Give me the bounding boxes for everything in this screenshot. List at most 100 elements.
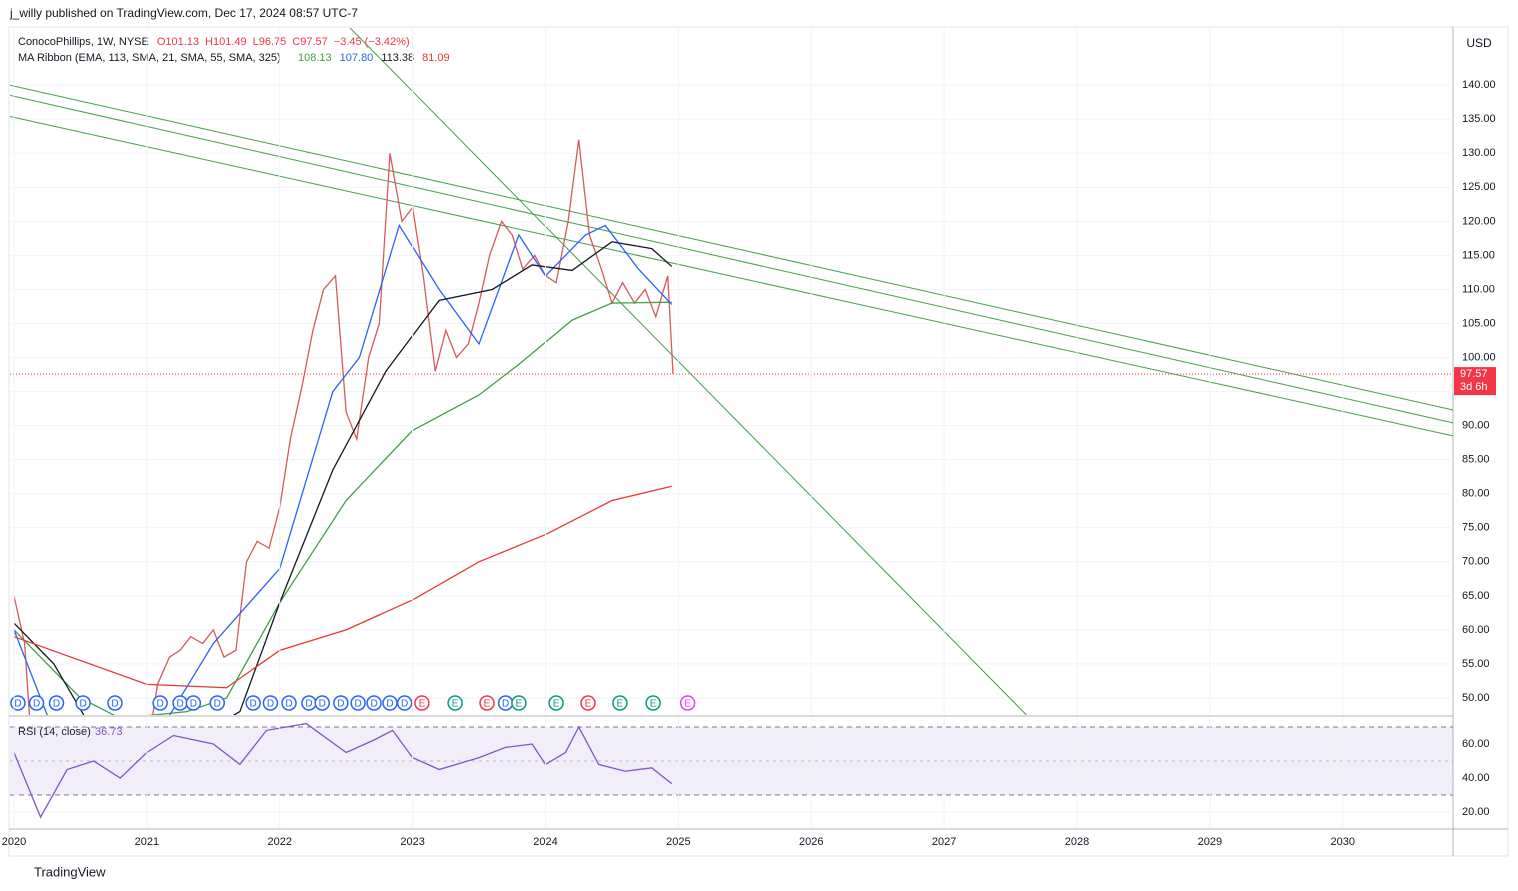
event-label: E — [516, 699, 523, 710]
event-marker[interactable] — [548, 695, 564, 711]
event-label: E — [484, 699, 491, 710]
y-tick-label: 70.00 — [1462, 556, 1490, 568]
event-marker[interactable] — [511, 695, 527, 711]
event-label: D — [305, 699, 312, 710]
x-tick-label: 2030 — [1330, 836, 1354, 848]
x-tick-label: 2020 — [2, 836, 26, 848]
y-tick-label: 55.00 — [1462, 658, 1490, 670]
y-tick-label: 140.00 — [1462, 79, 1496, 91]
event-marker[interactable] — [152, 695, 168, 711]
y-tick-label: 40.00 — [1462, 772, 1490, 784]
event-marker[interactable] — [281, 695, 297, 711]
event-label: D — [319, 699, 326, 710]
ohlc: −3.45 (−3.42%) — [334, 36, 410, 48]
event-marker[interactable] — [48, 695, 65, 711]
event-marker[interactable] — [447, 695, 463, 711]
event-marker[interactable] — [75, 695, 91, 711]
brand: TradingView — [34, 864, 106, 879]
legend-value: 108.13 — [298, 52, 332, 64]
series-line — [13, 301, 672, 715]
event-marker[interactable] — [645, 695, 661, 711]
event-marker[interactable] — [185, 695, 202, 711]
y-tick-label: 75.00 — [1462, 522, 1490, 534]
legend-value: 81.09 — [422, 52, 450, 64]
rsi-title: RSI (14, close) — [18, 726, 91, 738]
x-tick-label: 2027 — [932, 836, 956, 848]
y-tick-label: 120.00 — [1462, 215, 1496, 227]
event-label: D — [176, 699, 183, 710]
y-tick-label: 20.00 — [1462, 806, 1490, 818]
legend-value: 113.38 — [381, 52, 414, 64]
indicator: MA Ribbon (EMA, 113, SMA, 21, SMA, 55, S… — [18, 52, 281, 64]
event-marker[interactable] — [209, 695, 226, 711]
event-label: D — [355, 699, 362, 710]
event-marker[interactable] — [366, 695, 382, 711]
y-tick-label: 85.00 — [1462, 454, 1490, 466]
event-label: D — [111, 699, 118, 710]
event-marker[interactable] — [245, 695, 261, 711]
ohlc: H101.49 — [205, 36, 247, 48]
y-tick-label: 60.00 — [1462, 624, 1490, 636]
ohlc: C97.57 — [292, 36, 327, 48]
x-tick-label: 2022 — [267, 836, 291, 848]
event-marker[interactable] — [612, 695, 628, 711]
y-tick-label: 50.00 — [1462, 692, 1490, 704]
event-marker[interactable] — [396, 695, 413, 711]
event-label: E — [617, 699, 624, 710]
y-tick-label: 115.00 — [1462, 249, 1495, 261]
event-label: D — [386, 699, 393, 710]
legend-value: 107.80 — [340, 52, 374, 64]
price-tag-label: 97.57 — [1460, 368, 1488, 380]
event-label: D — [370, 699, 377, 710]
event-marker[interactable] — [262, 695, 279, 711]
event-marker[interactable] — [333, 695, 349, 711]
y-tick-label: 105.00 — [1462, 317, 1496, 329]
currency[interactable]: USD — [1466, 36, 1492, 50]
event-label: D — [502, 699, 509, 710]
legend-value: 36.73 — [95, 726, 123, 738]
series-line — [13, 139, 674, 715]
event-label: D — [53, 699, 60, 710]
event-label: E — [553, 699, 560, 710]
trend-line — [10, 84, 1453, 411]
pane — [10, 722, 1453, 819]
event-marker[interactable] — [314, 695, 331, 711]
x-tick-label: 2023 — [400, 836, 424, 848]
countdown: 3d 6h — [1460, 381, 1488, 393]
frame — [8, 26, 1509, 857]
event-label: D — [190, 699, 197, 710]
event-marker[interactable] — [479, 695, 495, 711]
event-label: E — [419, 699, 426, 710]
event-label: D — [157, 699, 164, 710]
trend-line — [10, 94, 1453, 424]
event-label: D — [79, 699, 86, 710]
y-tick-label: 65.00 — [1462, 590, 1490, 602]
x-tick-label: 2024 — [533, 836, 557, 848]
x-tick-label: 2029 — [1198, 836, 1222, 848]
event-marker[interactable] — [679, 695, 696, 711]
series-line — [13, 241, 673, 715]
publisher: j_willy published on TradingView.com, De… — [9, 6, 358, 20]
y-tick-label: 130.00 — [1462, 147, 1496, 159]
event-marker[interactable] — [28, 695, 45, 711]
event-label: D — [214, 699, 221, 710]
event-marker[interactable] — [107, 695, 123, 711]
event-marker[interactable] — [350, 695, 366, 711]
y-tick-label: 135.00 — [1462, 113, 1496, 125]
event-label: D — [285, 699, 292, 710]
y-tick-label: 125.00 — [1462, 181, 1496, 193]
event-marker[interactable] — [580, 695, 596, 711]
series-line — [13, 722, 673, 819]
y-tick-label: 90.00 — [1462, 420, 1490, 432]
event-label: D — [250, 699, 257, 710]
y-tick-label: 80.00 — [1462, 488, 1490, 500]
event-label: D — [337, 699, 344, 710]
event-marker[interactable] — [414, 695, 430, 711]
x-tick-label: 2025 — [666, 836, 690, 848]
trend-line — [349, 28, 1027, 715]
symbol: ConocoPhillips, 1W, NYSE — [18, 36, 149, 48]
event-label: D — [14, 699, 21, 710]
series-line — [13, 223, 673, 715]
price-tag — [1454, 367, 1496, 396]
